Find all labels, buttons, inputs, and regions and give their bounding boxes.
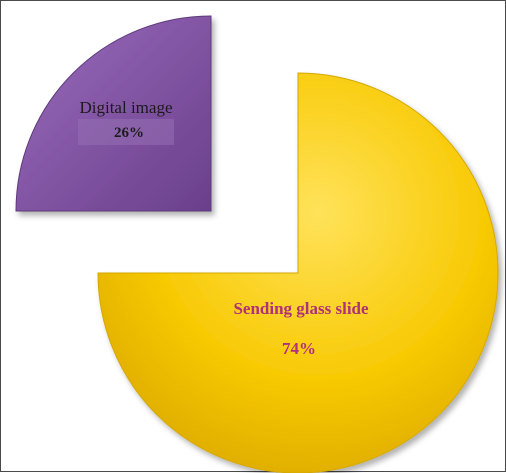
digital-image-label: Digital image	[79, 98, 172, 117]
slice-sending-glass-slide	[97, 72, 499, 473]
digital-image-value: 26%	[114, 125, 144, 141]
sending-glass-slide-value: 74%	[282, 339, 316, 358]
slice-digital-image	[15, 15, 212, 212]
digital-image-value-box	[78, 119, 174, 145]
sending-glass-slide-label: Sending glass slide	[233, 299, 369, 318]
